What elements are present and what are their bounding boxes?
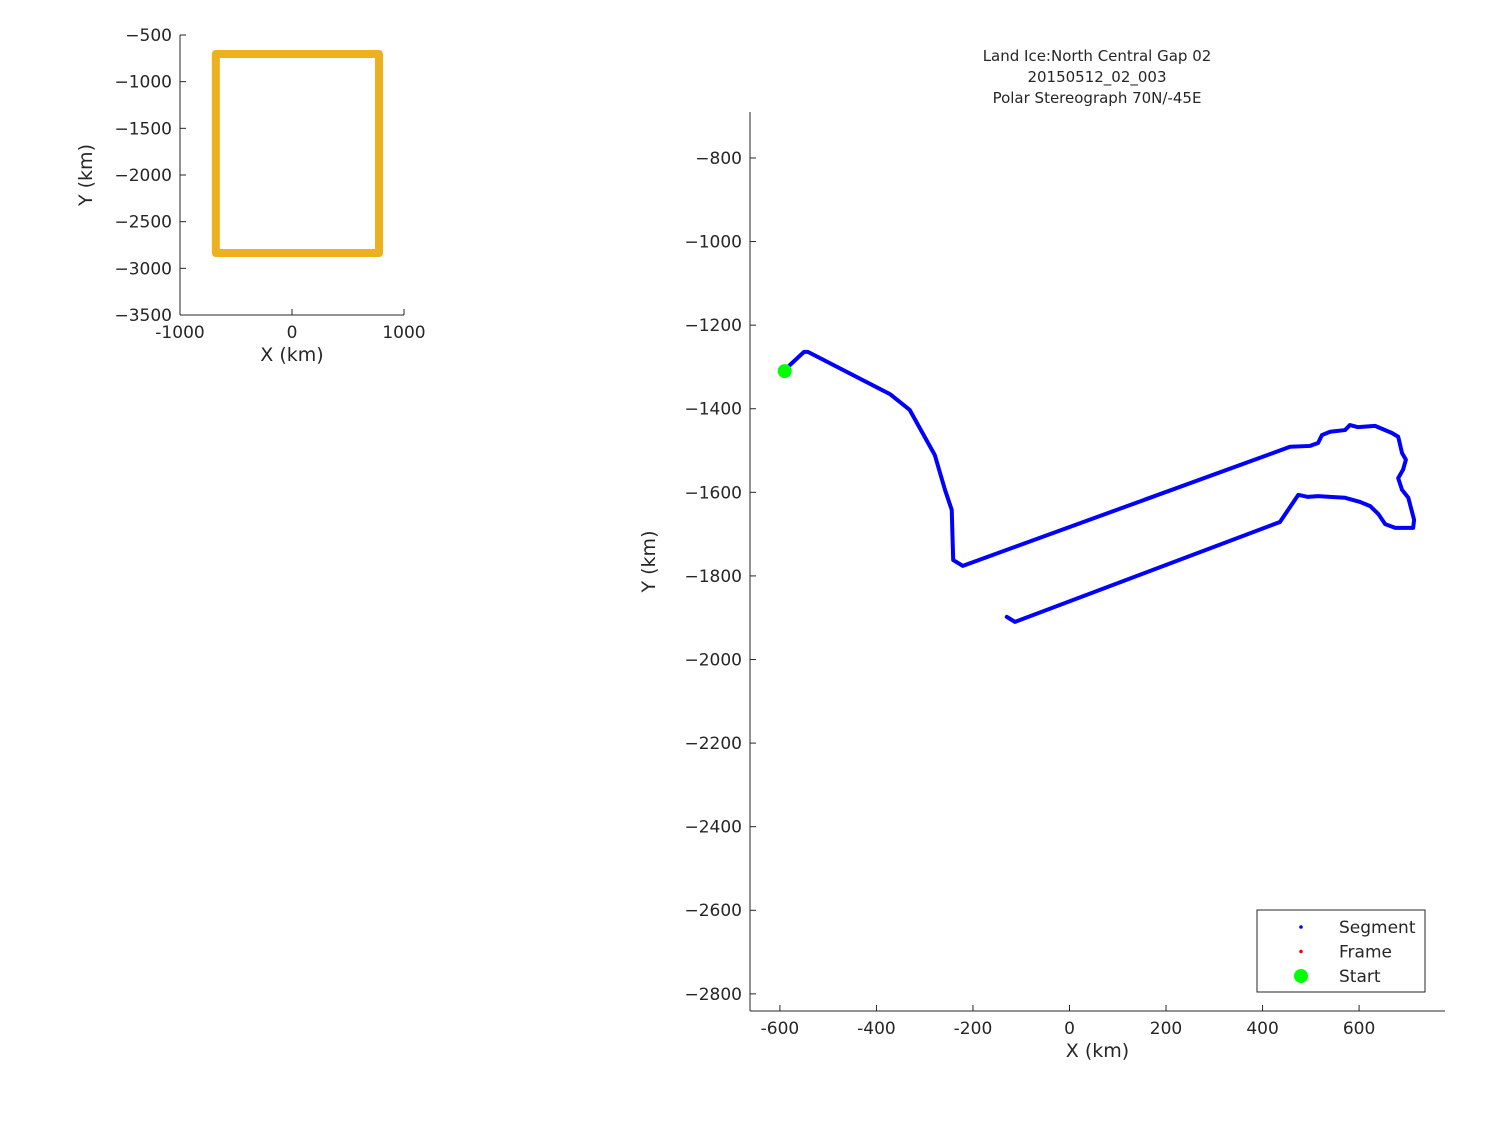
y-tick-label: −1800: [684, 567, 742, 587]
legend-marker: [1299, 925, 1303, 929]
legend: Segment Frame Start: [1256, 909, 1426, 993]
x-tick-label: 0: [287, 323, 298, 343]
y-tick-label: −3500: [114, 306, 172, 326]
y-tick-label: −1000: [114, 73, 172, 93]
legend-label: Segment: [1339, 918, 1416, 938]
x-tick-label: -200: [954, 1019, 993, 1039]
x-axis-label: X (km): [260, 344, 323, 366]
chart-title-line: Polar Stereograph 70N/-45E: [993, 89, 1202, 107]
y-axis-label: Y (km): [75, 144, 97, 207]
x-tick-label: 200: [1150, 1019, 1182, 1039]
y-tick-label: −1600: [684, 483, 742, 503]
y-tick-label: −1400: [684, 400, 742, 420]
x-tick-label: 400: [1246, 1019, 1278, 1039]
start-marker: [777, 364, 792, 379]
x-tick-label: 1000: [382, 323, 425, 343]
y-tick-label: −2400: [684, 818, 742, 838]
y-tick-label: −1500: [114, 119, 172, 139]
y-tick-label: −1000: [684, 233, 742, 253]
y-tick-label: −2000: [684, 650, 742, 670]
x-tick-label: -400: [857, 1019, 896, 1039]
y-tick-label: −1200: [684, 316, 742, 336]
legend-label: Frame: [1339, 943, 1392, 963]
y-tick-label: −2500: [114, 213, 172, 233]
y-tick-label: −2200: [684, 734, 742, 754]
y-tick-label: −3000: [114, 259, 172, 279]
legend-label: Start: [1339, 967, 1381, 987]
x-tick-label: 0: [1064, 1019, 1075, 1039]
y-tick-label: −2600: [684, 901, 742, 921]
main-axes: -600 -400 -200 0 200 400 600 −800 −1000 −1200 −140…: [638, 47, 1445, 1062]
legend-box: [1256, 909, 1426, 993]
y-tick-label: −2800: [684, 985, 742, 1005]
legend-marker: [1294, 969, 1308, 983]
chart-title-line: Land Ice:North Central Gap 02: [983, 47, 1212, 65]
chart-title-line: 20150512_02_003: [1027, 68, 1166, 87]
y-axis-label: Y (km): [638, 531, 660, 594]
x-tick-label: 600: [1343, 1019, 1375, 1039]
legend-marker: [1299, 949, 1303, 954]
x-tick-label: -600: [761, 1019, 800, 1039]
y-tick-label: −500: [125, 26, 172, 46]
boundary-line: [211, 50, 384, 258]
overview-axes: -1000 0 1000 −500 −1000 −1500 −2000 −2500 −3000 −…: [75, 26, 426, 366]
segment-line: [782, 349, 1417, 624]
y-tick-label: −2000: [114, 166, 172, 186]
y-tick-label: −800: [695, 149, 742, 169]
x-axis-label: X (km): [1066, 1040, 1129, 1062]
x-tick-label: -1000: [155, 323, 204, 343]
